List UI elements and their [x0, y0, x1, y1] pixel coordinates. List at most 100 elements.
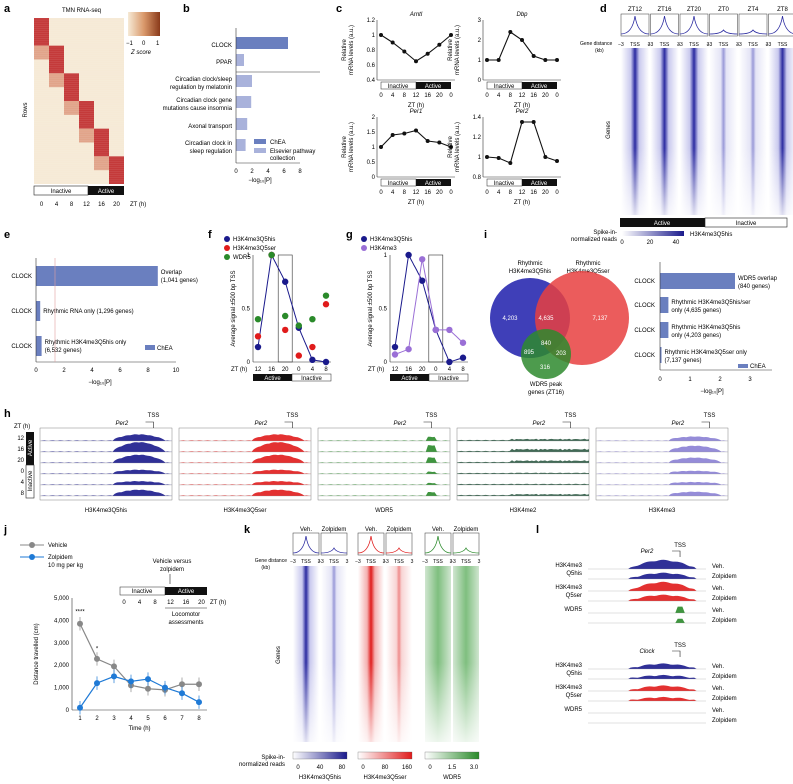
panel-h-signal — [457, 438, 589, 441]
panel-f-legend: H3K4me3Q5ser — [233, 246, 276, 252]
panel-a: a TMN RNA-seq Rows −1 0 1 Z score Inacti… — [4, 3, 160, 208]
panel-c-point — [390, 133, 395, 137]
panel-e-bar-label: Rhythmic RNA only (1,296 genes) — [43, 309, 133, 315]
panel-h-inactive-bar — [25, 464, 35, 499]
panel-h-signal — [179, 481, 311, 485]
panel-j-zt-tick: 20 — [198, 600, 205, 606]
panel-c-ytick: 3 — [478, 18, 482, 24]
panel-d-axis-tick: 3 — [707, 42, 710, 48]
panel-f-point — [282, 326, 289, 334]
panel-k-colorbar — [424, 751, 480, 760]
panel-h-signal — [179, 434, 311, 441]
panel-l-tss-arrow — [672, 650, 681, 657]
panel-c-gene-title: Per1 — [410, 109, 423, 115]
panel-k-axis-tick: 3 — [318, 559, 321, 565]
panel-d-profile-box — [679, 13, 709, 37]
panel-c-point — [496, 58, 501, 62]
panel-c-ytick: 0 — [478, 78, 482, 84]
panel-d-condition: ZT20 — [687, 7, 702, 13]
panel-j-chart: Vehicle Zolpidem 10 mg per kg Vehicle versu… — [20, 542, 226, 732]
panel-a-xtick: 12 — [83, 202, 90, 208]
panel-c-ytick: 2 — [372, 115, 376, 121]
panel-f-point — [322, 358, 330, 366]
panel-e-xtick: 10 — [173, 368, 180, 374]
panel-k-colorbar — [292, 751, 348, 760]
panel-c-xtick: 12 — [413, 190, 420, 196]
panel-g-legend: H3K4me3 — [370, 246, 397, 252]
panel-h-signal — [179, 454, 311, 463]
panel-c-xtick: 0 — [485, 190, 489, 196]
panel-g-point — [432, 326, 439, 334]
panel-g-point — [459, 339, 467, 346]
panel-l-mark: H3K4me3 — [555, 563, 582, 569]
panel-b-bar — [236, 96, 252, 108]
zscore-colorbar — [128, 12, 160, 36]
panel-f-xtick: 20 — [282, 367, 289, 373]
panel-c-ylabel-1: Relative — [448, 136, 454, 158]
panel-j-legend-zolp-1: Zolpidem — [48, 555, 73, 561]
panel-c-xtick: 20 — [436, 93, 443, 99]
panel-d-profile-box — [709, 13, 738, 37]
panel-k-profile-box — [424, 532, 452, 556]
panel-k-profile — [357, 535, 385, 554]
panel-k-axis-tick: 3 — [450, 559, 453, 565]
panel-i-xlabel: −log₁₀[P] — [700, 389, 724, 395]
panel-h-signal — [40, 469, 172, 474]
panel-d-axis-tick: −3 — [707, 42, 713, 48]
legend-chea: ChEA — [270, 140, 286, 146]
panel-j-point — [145, 676, 151, 683]
panel-i-term: CLOCK — [634, 328, 655, 334]
panel-l-veh: Veh. — [712, 586, 724, 592]
panel-label-a: a — [4, 3, 11, 15]
panel-f-legend: H3K4me3Q5his — [233, 237, 275, 243]
panel-f-ytick: 1 — [247, 253, 251, 259]
panel-e-bar-label-2: (6,532 genes) — [45, 348, 82, 354]
panel-l-signal — [588, 594, 706, 601]
panel-h-active-bar — [26, 432, 34, 465]
panel-j-zt-unit: ZT (h) — [210, 600, 226, 606]
heatmap-block — [49, 45, 64, 74]
panel-l-veh: Veh. — [712, 664, 724, 670]
panel-j-xlabel: Time (h) — [128, 726, 150, 732]
panel-d-profile — [620, 15, 650, 35]
panel-d-fade — [650, 148, 679, 215]
panel-c-active: Active — [531, 84, 548, 90]
panel-j-xtick: 1 — [78, 716, 82, 722]
panel-c-point — [508, 161, 513, 165]
panel-l-mark: H3K4me3 — [555, 663, 582, 669]
panel-c-gene-title: Dbp — [516, 12, 528, 18]
heatmap-block-fade — [94, 156, 109, 171]
heatmap-block — [34, 18, 49, 46]
panel-b-term-2: sleep regulation — [190, 149, 232, 155]
panel-j-legend-zolp-2: 10 mg per kg — [48, 563, 83, 569]
panel-j-point — [77, 704, 83, 711]
panel-d-condition: ZT16 — [657, 7, 672, 13]
panel-b-bars: CLOCK PPAR Circadian clock/sleep regulation… — [163, 37, 288, 155]
panel-k-cb-label: H3K4me3Q5his — [299, 775, 341, 781]
panel-c-inactive: Inactive — [388, 84, 409, 90]
panel-j-xtick: 5 — [146, 716, 150, 722]
panel-k-axis-tick: 3 — [346, 559, 349, 565]
panel-h-signal — [457, 493, 589, 496]
heatmap-block — [64, 73, 79, 101]
panel-i-xtick: 1 — [688, 377, 692, 383]
panel-c-xunit: ZT (h) — [408, 103, 424, 109]
panel-k-profile — [424, 535, 452, 554]
panel-k-axis-tick: −3 — [450, 559, 456, 565]
panel-f-point — [254, 333, 262, 340]
panel-j: j Vehicle Zolpidem 10 mg per kg Vehicle ver… — [3, 524, 226, 732]
venn-b-label-1: Rhythmic — [575, 261, 600, 267]
panel-k-head: Zolpidem — [322, 527, 347, 533]
panel-h-signal — [457, 483, 589, 485]
panel-k-fade — [321, 662, 347, 742]
panel-b-xtick: 0 — [234, 169, 238, 175]
panel-k-cb-tick: 0 — [361, 765, 365, 771]
venn-n-c: 316 — [540, 365, 551, 371]
panel-k-spike-1: Spike-in- — [261, 755, 285, 761]
venn-a-label-1: Rhythmic — [517, 261, 542, 267]
panel-d-axis-tick: TSS — [719, 42, 729, 48]
panel-j-vs-2: zolpidem — [160, 567, 184, 573]
legend-elsevier-1: Elsevier pathway — [270, 149, 315, 155]
panel-g-chart: H3K4me3Q5his H3K4me3 0 0.5 1 Average signal ±… — [361, 236, 469, 382]
